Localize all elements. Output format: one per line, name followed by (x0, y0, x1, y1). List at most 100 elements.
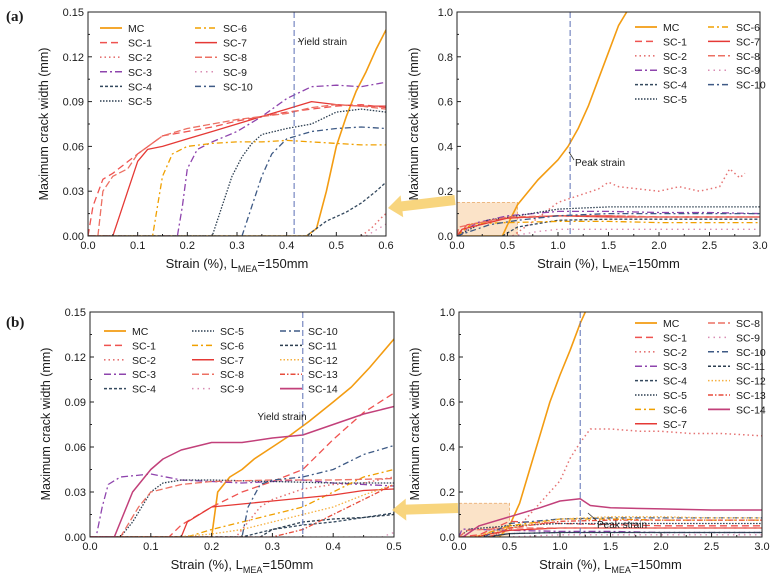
legend-label-sc-2: SC-2 (663, 347, 687, 359)
series-line-sc-2 (90, 476, 394, 537)
series-line-sc-5 (90, 479, 394, 537)
x-tick-label: 0.3 (229, 240, 244, 252)
legend-label-sc-10: SC-10 (736, 80, 766, 92)
y-tick-label: 1.0 (440, 307, 455, 319)
legend-label-sc-8: SC-8 (223, 52, 247, 64)
y-axis-label: Maximum crack width (mm) (37, 48, 51, 201)
legend-label-sc-1: SC-1 (663, 332, 687, 344)
y-tick-label: 0.12 (65, 352, 86, 364)
legend-label-sc-9: SC-9 (223, 67, 247, 79)
legend-label-sc-11: SC-11 (736, 361, 765, 373)
x-axis-label: Strain (%), LMEA=150mm (537, 256, 680, 274)
series-line-sc-10 (88, 126, 386, 236)
y-tick-label: 0.8 (438, 52, 453, 64)
x-tick-label: 0.2 (204, 541, 219, 553)
series-line-sc-7 (88, 100, 386, 236)
series-line-sc-9 (512, 228, 760, 236)
legend-label-sc-9: SC-9 (220, 384, 244, 396)
legend-label-sc-6: SC-6 (736, 22, 760, 34)
series-line-sc-6 (88, 139, 386, 236)
y-tick-label: 0.06 (63, 141, 84, 153)
legend-label-sc-8: SC-8 (736, 318, 760, 330)
series-line-sc-13 (90, 483, 394, 537)
panel-label-b: (b) (6, 315, 24, 331)
series-line-sc-2 (360, 213, 386, 236)
legend-label-sc-2: SC-2 (132, 355, 156, 367)
series-line-sc-7 (90, 488, 394, 537)
y-tick-label: 0.15 (65, 307, 86, 319)
legend-label-sc-3: SC-3 (663, 65, 687, 77)
reference-line-label: Peak strain (597, 520, 647, 531)
x-tick-label: 1.5 (601, 240, 616, 252)
legend: MC SC-1 SC-2 SC-3 SC-4 SC-5 SC-6 SC-7 SC-8 SC-9 SC… (635, 318, 766, 431)
series-line-sc-2 (489, 428, 762, 537)
legend-label-sc-14: SC-14 (308, 384, 338, 396)
legend-label-sc-4: SC-4 (128, 81, 152, 93)
y-axis-label: Maximum crack width (mm) (39, 348, 53, 501)
x-axis-label-subscript: MEA (238, 264, 258, 274)
x-tick-label: 0.1 (143, 541, 158, 553)
series-line-sc-8 (88, 103, 386, 236)
x-axis-label-tail: =150mm (631, 557, 682, 572)
y-axis-label: Maximum crack width (mm) (408, 348, 422, 501)
legend-label-sc-4: SC-4 (663, 376, 687, 388)
series-line-sc-5 (459, 522, 762, 537)
x-tick-label: 0.0 (451, 541, 466, 553)
x-axis-label: Strain (%), LMEA=150mm (171, 557, 314, 575)
legend-label-sc-7: SC-7 (220, 355, 244, 367)
chart-b-left: Yield strain 0.0 0.1 0.2 0.3 0.4 0.5 0.00 0.03 0.… (39, 307, 402, 575)
series-line-sc-11 (487, 531, 762, 537)
legend-label-sc-3: SC-3 (663, 361, 687, 373)
series-line-sc-2 (512, 168, 746, 236)
zoom-link-arrow-b (392, 498, 459, 521)
x-axis-label-subscript: MEA (609, 264, 629, 274)
x-axis-label-main: Strain (%), L (539, 557, 611, 572)
legend-label-sc-2: SC-2 (663, 51, 687, 63)
series-line-sc-5 (88, 108, 386, 236)
legend: MC SC-1 SC-2 SC-3 SC-4 SC-5 SC-6 SC-7 SC-8 SC-9 SC… (100, 23, 253, 108)
x-axis-label-subscript: MEA (611, 565, 631, 575)
legend-label-sc-12: SC-12 (308, 355, 338, 367)
legend-label-sc-3: SC-3 (132, 369, 156, 381)
series-line-sc-10 (457, 212, 760, 236)
legend-label-sc-10: SC-10 (308, 326, 338, 338)
series-line-mc (457, 12, 628, 236)
zoom-highlight-region (456, 201, 518, 237)
legend-label-sc-5: SC-5 (663, 390, 687, 402)
x-tick-label: 0.2 (180, 240, 195, 252)
x-tick-label: 3.0 (754, 541, 769, 553)
legend-label-sc-14: SC-14 (736, 404, 766, 416)
legend-label-mc: MC (128, 23, 145, 35)
y-tick-label: 0.09 (63, 97, 84, 109)
x-tick-label: 0.0 (80, 240, 95, 252)
legend-label-sc-2: SC-2 (128, 52, 152, 64)
series-line-sc-4 (502, 218, 760, 236)
y-tick-label: 0.6 (438, 97, 453, 109)
series-line-sc-8 (459, 527, 762, 537)
legend-label-sc-11: SC-11 (308, 340, 337, 352)
series-line-sc-6 (457, 220, 760, 236)
y-tick-label: 0.15 (63, 7, 84, 19)
legend-label-sc-10: SC-10 (223, 81, 253, 93)
x-tick-label: 0.5 (329, 240, 344, 252)
y-axis-label: Maximum crack width (mm) (407, 48, 421, 201)
x-tick-label: 1.0 (552, 541, 567, 553)
legend-label-sc-5: SC-5 (128, 96, 152, 108)
reference-line-label: Yield strain (298, 37, 347, 48)
y-tick-label: 1.0 (438, 7, 453, 19)
x-axis-label: Strain (%), LMEA=150mm (166, 256, 309, 274)
legend-label-mc: MC (132, 326, 149, 338)
series-line-sc-14 (90, 405, 394, 537)
x-tick-label: 1.0 (550, 240, 565, 252)
y-tick-label: 0.0 (438, 231, 453, 243)
y-tick-label: 0.00 (63, 231, 84, 243)
legend-label-sc-7: SC-7 (663, 419, 687, 431)
legend-label-sc-5: SC-5 (220, 326, 244, 338)
series-line-sc-9 (365, 223, 386, 236)
series-line-sc-1 (90, 392, 394, 537)
series-line-sc-1 (88, 103, 386, 236)
legend: MC SC-1 SC-2 SC-3 SC-4 SC-5 SC-6 SC-7 SC-8 SC-9 SC… (635, 22, 766, 106)
series-line-sc-10 (90, 444, 394, 537)
y-tick-label: 0.2 (438, 186, 453, 198)
